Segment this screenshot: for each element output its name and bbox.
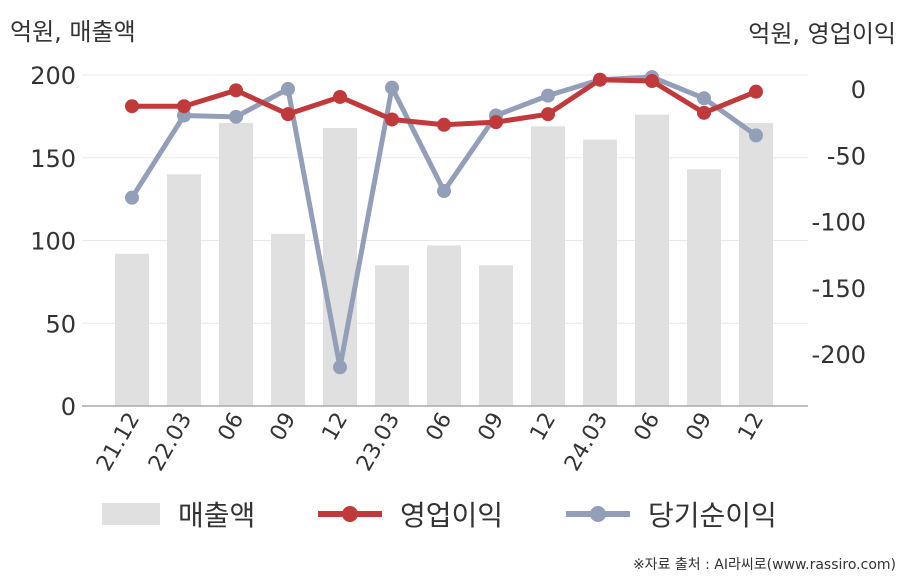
revenue-bar xyxy=(375,265,409,406)
x-tick-label: 06 xyxy=(214,409,250,446)
net-income-point xyxy=(697,91,711,106)
x-tick-label: 06 xyxy=(630,409,666,446)
net-income-point xyxy=(229,109,243,124)
y-right-tick-label: 0 xyxy=(851,76,866,104)
y-right-tick-label: -200 xyxy=(812,341,866,369)
op-income-point xyxy=(125,99,139,114)
revenue-bar xyxy=(167,174,201,406)
left-axis-unit-label: 억원, 매출액 xyxy=(10,18,136,46)
revenue-bar xyxy=(271,233,305,406)
legend-label-net-income: 당기순이익 xyxy=(648,499,777,532)
legend-label-revenue: 매출액 xyxy=(178,499,256,532)
op-income-point xyxy=(541,107,555,122)
op-income-point xyxy=(437,117,451,132)
net-income-point xyxy=(749,128,763,143)
y-left-tick-label: 50 xyxy=(45,310,76,338)
x-tick-label: 12 xyxy=(734,409,770,446)
net-income-point xyxy=(437,184,451,199)
x-tick-label: 12 xyxy=(526,409,562,446)
legend-line-swatch-net-income xyxy=(566,506,630,522)
x-tick-label: 09 xyxy=(682,409,718,446)
x-tick-label: 23.03 xyxy=(352,409,405,476)
op-income-point xyxy=(177,99,191,114)
net-income-point xyxy=(385,80,399,95)
revenue-bar xyxy=(115,253,149,406)
op-income-point xyxy=(333,89,347,104)
right-axis-unit-label: 억원, 영업이익 xyxy=(748,20,896,48)
y-left-tick-label: 0 xyxy=(61,393,76,421)
y-left-tick-label: 100 xyxy=(30,228,76,256)
y-right-tick-label: -100 xyxy=(812,209,866,237)
legend-item-net-income: 당기순이익 xyxy=(566,494,777,534)
x-tick-label: 24.03 xyxy=(560,409,613,476)
source-text: ※자료 출처 : AI라씨로(www.rassiro.com) xyxy=(632,557,896,573)
x-tick-label: 09 xyxy=(266,409,302,446)
revenue-bar xyxy=(219,122,253,407)
x-tick-label: 09 xyxy=(474,409,510,446)
op-income-point xyxy=(749,84,763,99)
revenue-bar xyxy=(687,169,721,406)
net-income-point xyxy=(125,190,139,205)
y-left-tick-label: 200 xyxy=(30,62,76,90)
op-income-point xyxy=(385,112,399,127)
revenue-bar xyxy=(583,139,617,407)
revenue-bar xyxy=(531,126,565,407)
revenue-bar xyxy=(427,245,461,406)
x-tick-label: 12 xyxy=(318,409,354,446)
op-income-point xyxy=(593,72,607,87)
revenue-bar xyxy=(479,265,513,406)
x-tick-label: 21.12 xyxy=(92,409,145,476)
legend-label-op-income: 영업이익 xyxy=(400,499,504,532)
net-income-point xyxy=(541,88,555,103)
revenue-bar xyxy=(635,114,669,406)
legend-bar-swatch xyxy=(102,503,160,525)
legend-line-swatch-op-income xyxy=(318,506,382,522)
op-income-point xyxy=(229,83,243,98)
op-income-point xyxy=(645,74,659,89)
net-income-point xyxy=(281,82,295,96)
legend-item-op-income: 영업이익 xyxy=(318,494,503,534)
x-tick-label: 06 xyxy=(422,409,458,446)
revenue-bar xyxy=(739,122,773,407)
y-left-tick-label: 150 xyxy=(30,145,76,173)
op-income-point xyxy=(489,115,503,130)
x-tick-label: 22.03 xyxy=(144,409,197,476)
net-income-point xyxy=(333,360,347,375)
legend-item-revenue: 매출액 xyxy=(102,494,255,534)
y-right-tick-label: -150 xyxy=(812,275,866,303)
y-right-tick-label: -50 xyxy=(827,142,866,170)
op-income-point xyxy=(697,105,711,120)
op-income-point xyxy=(281,107,295,122)
